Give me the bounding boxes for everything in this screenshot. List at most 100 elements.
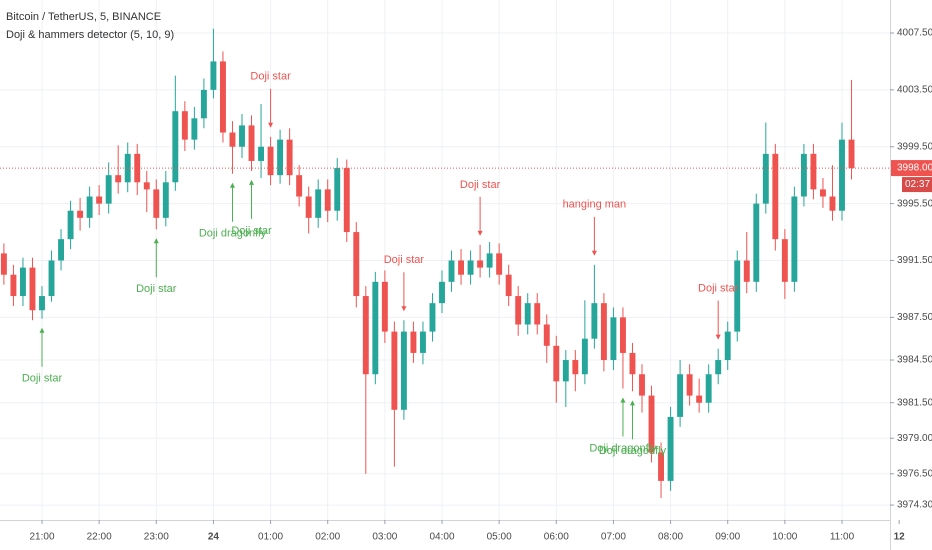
candle-body [115, 175, 122, 183]
candle-body [334, 168, 341, 211]
y-tick-label: 3999.50 [897, 141, 932, 152]
x-tick-label: 05:00 [487, 532, 512, 543]
candle-body [715, 360, 722, 375]
signal-label: Doji star [136, 283, 177, 295]
candle-body [181, 111, 188, 140]
candle-body [677, 374, 684, 417]
candle-body [429, 303, 436, 332]
signal-label: Doji dragonfly [199, 228, 267, 240]
candle-body [191, 118, 198, 140]
candle-body [839, 139, 845, 211]
candle-body [315, 189, 322, 218]
candle-body [591, 303, 598, 339]
x-tick-label: 03:00 [372, 532, 397, 543]
candle-body [648, 395, 655, 453]
candle-body [381, 281, 388, 332]
x-tick-label: 12 [894, 532, 906, 543]
x-tick-label: 02:00 [315, 532, 340, 543]
candle-body [515, 296, 522, 325]
signal-label: Doji star [250, 71, 291, 83]
signal-arrowhead [620, 397, 626, 403]
y-tick-label: 3976.50 [897, 468, 932, 479]
signal-arrowhead [401, 306, 407, 312]
symbol-title: Bitcoin / TetherUS, 5, BINANCE [6, 11, 161, 23]
candle-body [762, 153, 769, 204]
x-tick-label: 23:00 [144, 532, 169, 543]
candle-body [134, 153, 141, 183]
candle-body [667, 416, 674, 481]
axes: 4007.50 4003.50 3999.50 3995.50 3991.50 3987.… [29, 28, 932, 543]
signal-label: Doji dragonfly [599, 445, 667, 457]
countdown-box [902, 177, 932, 193]
signal-label: Doji star [384, 254, 425, 266]
candle-body [524, 303, 531, 325]
candle-body [296, 175, 303, 197]
y-tick-label: 3974.30 [897, 500, 932, 511]
last-price-label: 3998.00 [897, 163, 932, 174]
signal-arrowhead [39, 327, 45, 333]
indicator-title: Doji & hammers detector (5, 10, 9) [6, 29, 174, 41]
candle-body [800, 153, 807, 197]
x-tick-label: 24 [208, 532, 220, 543]
candle-body [0, 253, 7, 275]
candle-body [629, 352, 636, 375]
candle-body [486, 253, 493, 268]
candle-body [753, 203, 760, 282]
candle-body [48, 260, 55, 297]
signal-arrowhead [715, 334, 721, 340]
signal-label: Doji star [698, 283, 739, 295]
x-tick-label: 01:00 [258, 532, 283, 543]
candle-body [810, 153, 817, 190]
y-tick-label: 3995.50 [897, 198, 932, 209]
candle-body [277, 139, 284, 176]
candle-body [772, 153, 779, 240]
candle-body [781, 239, 788, 282]
candle-body [229, 132, 236, 147]
candle-body [210, 61, 217, 90]
candle-body [448, 260, 455, 282]
candle-body [77, 210, 84, 218]
candle-body [239, 125, 245, 147]
x-tick-label: 06:00 [544, 532, 569, 543]
candle-body [391, 331, 398, 410]
candle-body [220, 61, 226, 133]
signal-label: hanging man [563, 199, 627, 211]
x-tick-label: 11:00 [830, 532, 855, 543]
candle-body [610, 317, 617, 361]
candle-body [353, 232, 360, 297]
x-tick-label: 10:00 [772, 532, 797, 543]
candle-body [581, 338, 588, 375]
x-tick-label: 22:00 [87, 532, 112, 543]
plot-area: Doji star Doji star Doji star hanging man Do… [0, 28, 890, 498]
candle-body [248, 125, 255, 161]
candle-body [86, 196, 93, 218]
x-tick-label: 04:00 [429, 532, 454, 543]
candle-body [600, 303, 607, 361]
signal-arrowhead [249, 179, 255, 185]
candle-body [686, 374, 693, 396]
signal-arrowhead [268, 122, 274, 128]
y-tick-label: 3984.50 [897, 355, 932, 366]
candle-body [420, 331, 426, 353]
candle-body [410, 331, 417, 353]
candle-body [29, 267, 36, 311]
candle-body [439, 281, 445, 304]
candle-body [696, 395, 703, 403]
candle-body [534, 303, 541, 325]
signal-label: Doji dragonfly [589, 442, 657, 454]
candle-body [562, 360, 569, 382]
grid [0, 0, 890, 520]
candle-body [172, 111, 179, 183]
candle-body [848, 139, 855, 169]
y-tick-label: 3987.50 [897, 312, 932, 323]
candle-body [362, 296, 369, 375]
x-tick-label: 08:00 [658, 532, 683, 543]
candle-body [286, 139, 293, 176]
y-tick-label: 3979.00 [897, 433, 932, 444]
candle-body [143, 182, 150, 190]
candle-body [400, 331, 407, 410]
signal-label: Doji star [460, 179, 501, 191]
candle-body [572, 360, 579, 375]
countdown-label: 02:37 [905, 179, 930, 190]
